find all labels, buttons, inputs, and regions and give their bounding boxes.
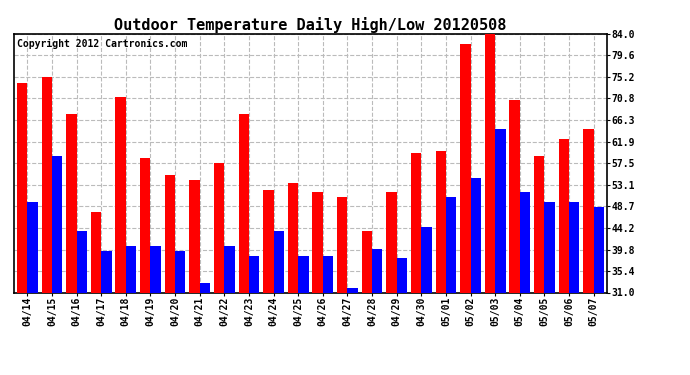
Bar: [534, 156, 544, 292]
Bar: [140, 158, 150, 292]
Bar: [52, 156, 62, 292]
Bar: [435, 151, 446, 292]
Bar: [249, 256, 259, 292]
Bar: [126, 246, 136, 292]
Bar: [199, 283, 210, 292]
Bar: [150, 246, 161, 292]
Title: Outdoor Temperature Daily High/Low 20120508: Outdoor Temperature Daily High/Low 20120…: [115, 16, 506, 33]
Bar: [28, 202, 38, 292]
Bar: [165, 176, 175, 292]
Bar: [362, 231, 372, 292]
Bar: [520, 192, 530, 292]
Bar: [41, 77, 52, 292]
Bar: [91, 212, 101, 292]
Bar: [460, 44, 471, 292]
Bar: [101, 251, 112, 292]
Bar: [263, 190, 273, 292]
Bar: [348, 288, 358, 292]
Bar: [583, 129, 593, 292]
Bar: [495, 129, 506, 292]
Bar: [175, 251, 186, 292]
Bar: [485, 34, 495, 292]
Bar: [372, 249, 382, 292]
Bar: [298, 256, 308, 292]
Bar: [422, 226, 432, 292]
Bar: [66, 114, 77, 292]
Bar: [288, 183, 298, 292]
Bar: [313, 192, 323, 292]
Bar: [239, 114, 249, 292]
Bar: [509, 100, 520, 292]
Bar: [471, 178, 481, 292]
Bar: [397, 258, 407, 292]
Bar: [214, 163, 224, 292]
Bar: [224, 246, 235, 292]
Bar: [446, 197, 456, 292]
Bar: [17, 82, 28, 292]
Bar: [115, 97, 126, 292]
Bar: [323, 256, 333, 292]
Text: Copyright 2012 Cartronics.com: Copyright 2012 Cartronics.com: [17, 39, 187, 49]
Bar: [337, 197, 348, 292]
Bar: [77, 231, 87, 292]
Bar: [559, 139, 569, 292]
Bar: [569, 202, 580, 292]
Bar: [386, 192, 397, 292]
Bar: [593, 207, 604, 292]
Bar: [411, 153, 422, 292]
Bar: [273, 231, 284, 292]
Bar: [189, 180, 199, 292]
Bar: [544, 202, 555, 292]
